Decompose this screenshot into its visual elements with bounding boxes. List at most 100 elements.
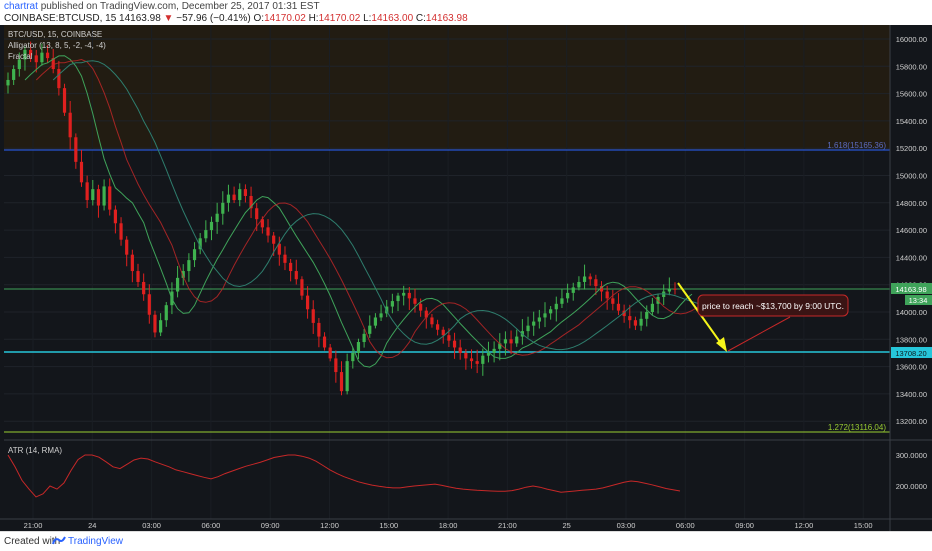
candle-body [351,352,355,362]
candle-body [91,189,95,201]
time-tick-label: 06:00 [676,521,695,530]
price-tick-label: 16000.00 [896,35,927,44]
candle-body [582,276,587,282]
candle-body [147,294,151,315]
candle-body [515,336,519,344]
price-axis-ticks: 16000.00 15800.00 15600.00 15400.00 15200.00… [896,35,927,426]
atr-tick-label: 300.0000 [896,451,927,460]
price-tick-label: 14800.00 [896,199,927,208]
candle-body [633,320,638,326]
candle-body [198,238,202,250]
candle-body [452,340,457,348]
candle-body [45,52,50,59]
candle-body [255,208,259,220]
chart-area[interactable]: 1.618(15165.36) 1.272(13116.04) price to… [0,25,932,531]
timer-tag: 13:34 [909,296,928,305]
candle-body [51,58,55,70]
candle-body [424,310,428,318]
candle-body [79,161,84,183]
candle-body [96,189,101,206]
candle-body [475,361,479,364]
price-tick-label: 13600.00 [896,363,927,372]
time-tick-label: 18:00 [439,521,458,530]
price-change: −57.96 (−0.41%) [176,13,251,24]
candle-body [130,254,134,272]
legend-alligator: Alligator (13, 8, 5, -2, -4, -4) [8,41,106,50]
callout-text: price to reach ~$13,700 by 9:00 UTC. [702,301,844,311]
candle-body [249,195,253,209]
candle-body [577,281,581,288]
candle-body [317,322,321,337]
candle-body [57,69,61,89]
candle-body [62,88,67,113]
low-value: 14163.00 [371,13,414,24]
candle-body [12,69,16,80]
time-tick-label: 21:00 [24,521,43,530]
tradingview-link[interactable]: TradingView [68,536,124,547]
candle-body [645,312,649,319]
candle-body [74,137,78,162]
price-tick-label: 15200.00 [896,144,927,153]
time-tick-label: 15:00 [379,521,398,530]
atr-axis-ticks: 300.0000 200.0000 [896,451,927,491]
candle-body [125,239,129,255]
callout-pointer [727,316,791,352]
time-tick-label: 24 [88,521,96,530]
candle-body [407,292,411,299]
candle-body [492,348,496,353]
candle-body [498,343,502,349]
candle-body [215,213,219,222]
candle-body [566,292,570,299]
candle-body [294,271,298,280]
candle-body [345,361,349,392]
legend-symbol: BTC/USD, 15, COINBASE [8,30,102,39]
close-value: 14163.98 [425,13,468,24]
candle-body [537,317,541,322]
candle-body [300,279,304,296]
candle-body [396,295,400,302]
candle-body [458,347,462,353]
candle-body [447,335,451,341]
candle-body [560,298,564,304]
candle-body [413,298,417,304]
timer-tag-bg [905,295,932,305]
candle-body [605,291,609,299]
candle-body [481,355,485,364]
candle-body [667,288,671,292]
candle-body [509,339,513,344]
candle-body [68,112,72,138]
candle-body [549,309,553,314]
alligator-lips [24,55,693,368]
candle-body [226,194,231,203]
price-axis[interactable] [890,25,932,531]
candle-body [402,292,406,296]
candle-body [40,52,44,63]
candle-body [221,202,225,214]
tradingview-logo-icon [52,536,66,545]
candle-body [108,186,112,210]
alligator-jaw [52,60,721,351]
candle-body [673,288,677,290]
low-label: L: [363,13,372,24]
time-tick-label: 06:00 [202,521,221,530]
time-tick-label: 03:00 [617,521,636,530]
candle-body [289,262,293,272]
candle-body [526,325,530,332]
time-tick-label: 09:00 [261,521,280,530]
arrow-head-icon [716,337,727,352]
candle-body [113,209,117,224]
author-link[interactable]: chartrat [4,1,38,12]
time-tick-label: 03:00 [142,521,161,530]
price-tick-label: 14000.00 [896,308,927,317]
candle-body [119,223,123,240]
candle-body [34,55,38,63]
candle-body [469,358,474,362]
candle-body [588,276,592,280]
candle-body [192,249,197,261]
candle-body [29,49,33,56]
price-tag: 14163.98 [895,285,926,294]
callout-box[interactable] [697,294,849,317]
candle-body [334,358,338,373]
atr-tick-label: 200.0000 [896,482,927,491]
atr-label: ATR (14, RMA) [8,446,62,455]
